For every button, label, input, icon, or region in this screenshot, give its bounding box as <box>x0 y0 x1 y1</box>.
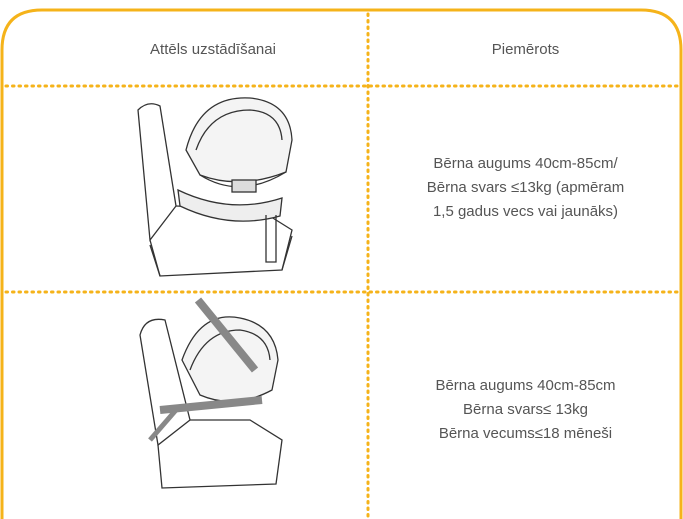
header-cell: Attēls uzstādīšanai <box>150 41 276 58</box>
text-line: Bērna augums 40cm-85cm <box>435 377 616 394</box>
text-line: Bērna augums 40cm-85cm/ <box>433 155 618 172</box>
text-line: 1,5 gadus vecs vai jaunāks) <box>432 203 619 220</box>
header-cell: Piemērots <box>491 41 560 58</box>
cell-text: Bērna augums 40cm-85cm/Bērna svars ≤13kg… <box>368 152 683 224</box>
illustration-isofix <box>137 97 293 277</box>
text-line: Bērna svars≤ 13kg <box>463 401 588 418</box>
text-line: Bērna svars ≤13kg (apmēram <box>426 179 625 196</box>
text-line: Bērna vecums≤18 mēneši <box>438 425 613 442</box>
cell-text: Bērna augums 40cm-85cm Bērna svars≤ 13kg B… <box>368 374 683 446</box>
illustration-belt <box>139 297 283 489</box>
outer-border <box>0 8 683 519</box>
